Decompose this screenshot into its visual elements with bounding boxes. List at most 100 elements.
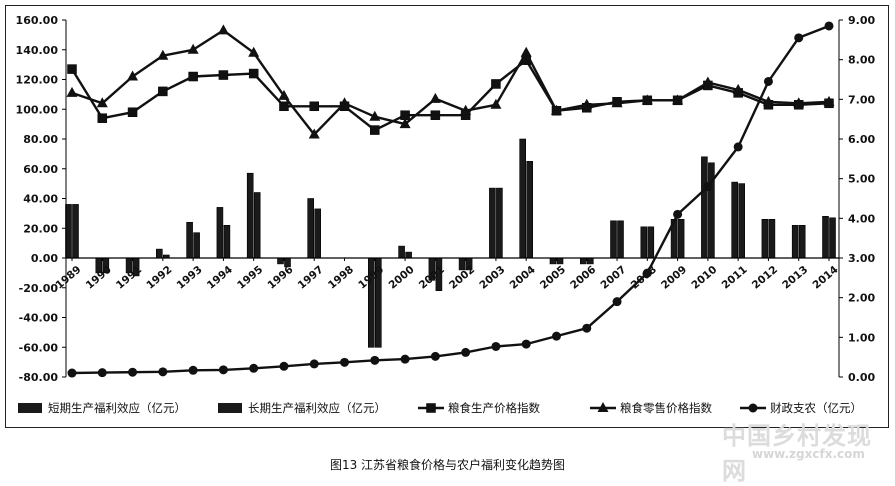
- x-tick-label-2005: 2005: [538, 264, 568, 292]
- retail-price-point-2014: [823, 95, 835, 106]
- bar-short-1992: [156, 248, 163, 259]
- retail-price-point-2005: [550, 104, 562, 115]
- right-tick-label-6: 3.00: [848, 252, 875, 265]
- left-tick-label-1: 140.00: [16, 44, 59, 57]
- bar-short-2006: [579, 257, 587, 265]
- retail-price-point-1998: [339, 97, 351, 108]
- fiscal-support-point-2002: [461, 347, 471, 357]
- production-price-point-1994: [218, 70, 229, 80]
- retail-price-point-1991: [127, 70, 139, 81]
- legend-item-2-swatch-marker: [426, 403, 436, 413]
- retail-price-point-2009: [672, 94, 684, 105]
- fiscal-support-point-2011: [733, 142, 743, 152]
- x-tick-label-2006: 2006: [568, 264, 598, 292]
- right-tick-label-8: 1.00: [848, 331, 875, 344]
- production-price-point-1999: [370, 125, 380, 135]
- right-tick-label-0: 9.00: [848, 14, 875, 27]
- fiscal-support-point-2000: [400, 354, 410, 364]
- retail-price-point-2012: [762, 95, 774, 106]
- left-tick-label-8: 0.00: [31, 252, 58, 265]
- fiscal-support-point-2014: [824, 21, 834, 31]
- x-tick-label-2011: 2011: [720, 264, 750, 292]
- production-price-point-1992: [158, 86, 168, 97]
- bar-long-2006: [586, 257, 594, 265]
- legend-item-4-label: 财政支农（亿元）: [770, 401, 862, 415]
- bar-long-2007: [617, 220, 624, 259]
- bar-short-1994: [216, 207, 224, 259]
- bar-short-1997: [307, 198, 315, 259]
- bar-long-2005: [556, 257, 564, 265]
- legend-item-0-label: 短期生产福利效应（亿元）: [48, 401, 186, 415]
- fiscal-support-point-2005: [551, 331, 561, 341]
- bar-long-2011: [738, 183, 746, 259]
- production-price-point-1995: [248, 68, 259, 79]
- bar-short-2000: [398, 245, 405, 259]
- x-tick-label-1998: 1998: [326, 264, 356, 292]
- fiscal-support-point-1990: [97, 368, 107, 378]
- x-tick-label-2004: 2004: [508, 264, 538, 292]
- production-price-point-1990: [97, 113, 108, 123]
- bar-short-2008: [640, 226, 648, 259]
- bar-long-2010: [708, 162, 715, 259]
- chart-svg: 160.00 140.00 120.00 100.00 80.00 60.00 40.00 2…: [16, 14, 876, 415]
- bar-short-1996: [277, 257, 284, 265]
- x-axis: 1989 1990 1991 1992 1993 1994 1995 1996 1997 1998…: [53, 258, 841, 292]
- left-tick-label-4: 80.00: [23, 133, 58, 146]
- fiscal-support-point-2004: [521, 339, 531, 349]
- fiscal-support-point-1998: [340, 357, 350, 367]
- retail-price-point-2010: [702, 76, 714, 87]
- retail-price-point-1994: [217, 24, 229, 35]
- x-tick-label-2008: 2008: [629, 264, 659, 292]
- fiscal-support-point-2012: [763, 76, 773, 86]
- retail-price-point-2013: [793, 97, 805, 108]
- retail-price-point-2002: [460, 104, 472, 115]
- watermark-logo-text: 中国乡村发现网: [722, 421, 872, 485]
- fiscal-support-point-2013: [794, 33, 804, 43]
- bar-long-1994: [223, 225, 231, 259]
- bar-long-1997: [314, 208, 322, 259]
- fiscal-support-point-2009: [673, 209, 683, 219]
- production-price-point-1993: [188, 71, 198, 82]
- right-tick-label-9: 0.00: [848, 371, 875, 384]
- retail-price-point-2004: [520, 46, 532, 57]
- left-axis: 160.00 140.00 120.00 100.00 80.00 60.00 40.00 2…: [16, 14, 67, 384]
- fiscal-support-point-1992: [158, 367, 168, 377]
- retail-price-point-2006: [581, 98, 593, 109]
- retail-price-point-1993: [187, 43, 199, 54]
- x-tick-label-2000: 2000: [387, 264, 417, 292]
- fiscal-support-point-2003: [491, 341, 501, 351]
- fiscal-support-point-1996: [279, 361, 289, 371]
- retail-price-point-1990: [96, 97, 108, 108]
- bar-long-1993: [193, 232, 200, 259]
- fiscal-support-point-1995: [249, 363, 259, 373]
- fiscal-support-point-1991: [128, 367, 138, 377]
- legend-item-2-label: 粮食生产价格指数: [448, 401, 540, 415]
- bar-short-1993: [186, 222, 193, 259]
- bar-long-2003: [496, 187, 503, 259]
- left-tick-label-2: 120.00: [16, 74, 59, 87]
- retail-price-point-1996: [278, 89, 290, 100]
- watermark-url: www.zgxcfx.com: [752, 447, 865, 461]
- production-price-point-1997: [309, 101, 319, 112]
- chart-frame: 160.00 140.00 120.00 100.00 80.00 60.00 40.00 2…: [5, 5, 889, 428]
- x-tick-label-1989: 1989: [53, 264, 83, 292]
- legend-item-0-swatch: [18, 403, 42, 413]
- fiscal-support-point-2008: [642, 268, 652, 278]
- bar-short-2011: [731, 181, 739, 259]
- bar-short-2014: [822, 216, 829, 259]
- fiscal-support-point-2001: [430, 351, 440, 361]
- left-tick-label-7: 20.00: [23, 222, 58, 235]
- retail-price-point-1992: [157, 49, 169, 60]
- x-tick-label-2003: 2003: [477, 264, 507, 292]
- bar-short-2010: [701, 156, 708, 259]
- right-tick-label-4: 5.00: [848, 173, 875, 186]
- bar-long-2008: [647, 226, 655, 259]
- legend-item-1-swatch: [218, 403, 242, 413]
- legend-item-3-label: 粮食零售价格指数: [620, 401, 712, 415]
- retail-price-point-2008: [641, 94, 653, 105]
- fiscal-support-point-1994: [218, 365, 228, 375]
- bar-long-2009: [677, 219, 685, 259]
- bar-long-2013: [798, 225, 806, 259]
- left-tick-label-6: 40.00: [23, 193, 58, 206]
- bar-long-2004: [526, 161, 534, 259]
